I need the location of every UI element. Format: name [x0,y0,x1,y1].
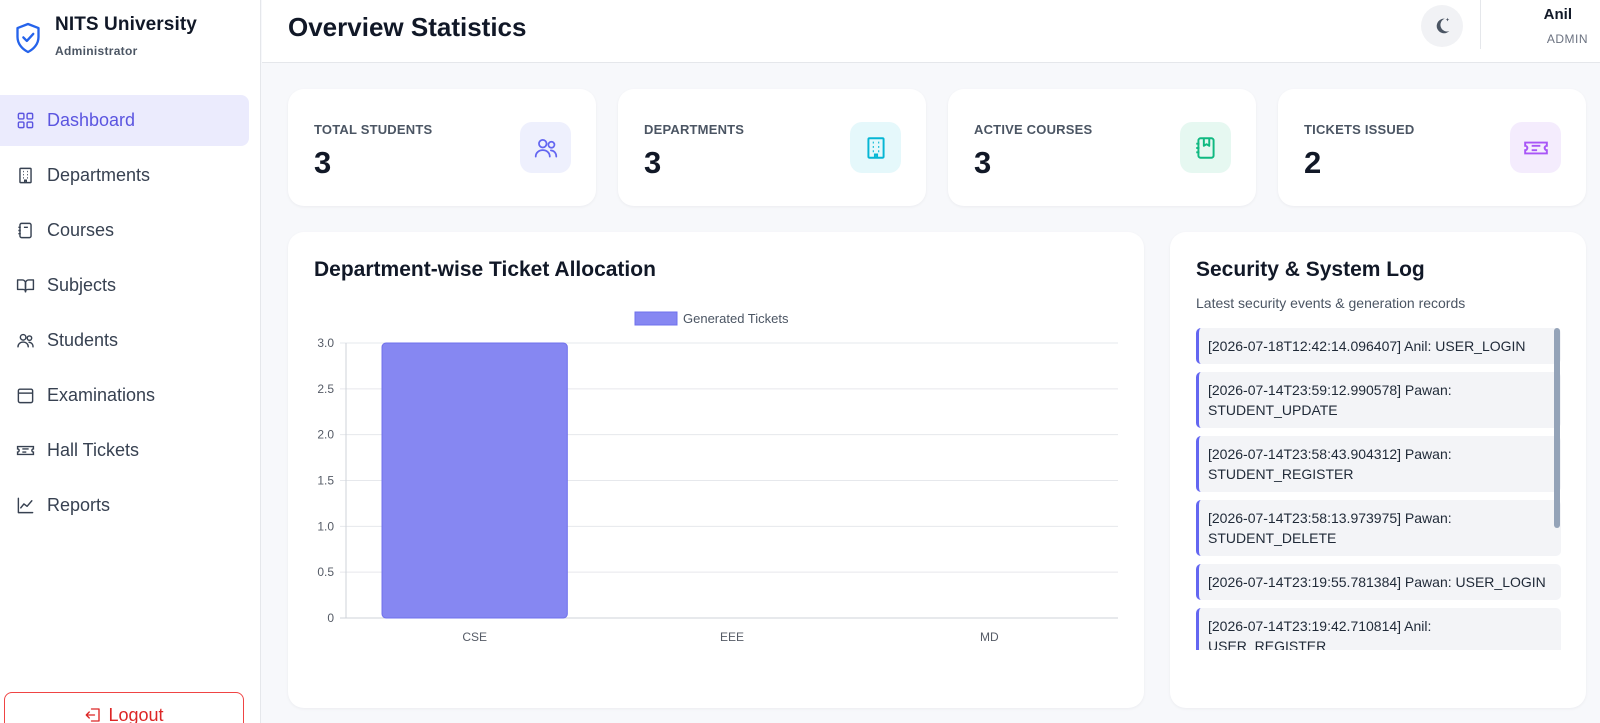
stat-label: DEPARTMENTS [644,122,745,137]
stat-card-tickets-issued: TICKETS ISSUED 2 [1278,89,1586,206]
ticket-allocation-panel: Department-wise Ticket Allocation 0 0.5 1.… [288,232,1144,708]
stat-label: TICKETS ISSUED [1304,122,1415,137]
brand-role: Administrator [55,44,138,58]
y-tick-label: 0 [327,611,334,625]
page-title: Overview Statistics [288,12,527,42]
stat-value: 2 [1304,145,1322,180]
y-tick-label: 0.5 [317,565,334,579]
sidebar-item-students[interactable]: Students [0,315,249,366]
log-list[interactable]: [2026-07-18T12:42:14.096407] Anil: USER_… [1196,328,1561,650]
stat-icon-box [1180,122,1231,173]
stat-icon-box [850,122,901,173]
stat-value: 3 [314,145,332,180]
grid-icon [17,112,34,129]
log-subtitle: Latest security events & generation reco… [1196,295,1466,311]
sidebar-item-label: Students [47,330,119,350]
topbar: Overview Statistics Anil ADMIN [262,0,1600,63]
notebook-icon [18,222,32,239]
legend-swatch [634,311,678,326]
legend-label: Generated Tickets [683,311,789,326]
user-role: ADMIN [1546,32,1588,46]
notebook-icon [1195,136,1215,159]
chart-title: Department-wise Ticket Allocation [314,258,656,281]
sidebar-item-reports[interactable]: Reports [0,480,249,531]
sidebar-item-label: Subjects [47,275,117,295]
stat-value: 3 [644,145,662,180]
x-tick-label: MD [980,630,999,644]
log-entry: [2026-07-14T23:58:43.904312] Pawan: STUD… [1196,436,1561,492]
sidebar-item-label: Reports [47,495,111,515]
sidebar-item-departments[interactable]: Departments [0,150,249,201]
theme-toggle-button[interactable] [1421,5,1463,47]
log-title: Security & System Log [1196,258,1425,281]
x-tick-label: CSE [462,630,487,644]
log-entry: [2026-07-14T23:19:55.781384] Pawan: USER… [1196,564,1561,600]
sidebar-item-examinations[interactable]: Examinations [0,370,249,421]
x-tick-label: EEE [720,630,744,644]
stat-card-departments: DEPARTMENTS 3 [618,89,926,206]
book-open-icon [16,279,35,293]
ticket-icon [16,445,35,456]
shield-check-icon [16,22,40,54]
users-icon [534,138,557,158]
moon-icon [1436,17,1450,34]
ticket-allocation-chart: 0 0.5 1.0 1.5 2.0 2.5 3.0 CSE EEE MD Generated Tic… [317,311,1118,644]
trend-chart-icon [17,497,34,514]
sidebar-item-label: Dashboard [47,110,136,130]
sidebar-nav: Dashboard Departments Courses Subjects S… [0,95,249,535]
sidebar-item-label: Departments [47,165,151,185]
sidebar-item-label: Hall Tickets [47,440,140,460]
stat-card-total-students: TOTAL STUDENTS 3 [288,89,596,206]
brand: NITS University Administrator [14,14,197,58]
sidebar-item-subjects[interactable]: Subjects [0,260,249,311]
stat-icon-box [1510,122,1561,173]
building-icon [866,136,885,159]
stat-icon-box [520,122,571,173]
building-icon [19,167,32,184]
sidebar: NITS University Administrator Dashboard … [0,0,261,723]
stat-card-active-courses: ACTIVE COURSES 3 [948,89,1256,206]
y-tick-label: 2.0 [317,428,334,442]
users-icon [17,333,34,348]
brand-name: NITS University [55,14,197,35]
logout-label: Logout [108,705,164,723]
calendar-icon [17,388,34,404]
header-divider [1480,0,1481,49]
ticket-icon [1523,141,1548,154]
sidebar-item-dashboard[interactable]: Dashboard [0,95,249,146]
logout-button[interactable]: Logout [4,692,244,723]
y-tick-label: 1.0 [317,519,334,533]
bar-cse [381,342,568,619]
log-entry: [2026-07-14T23:58:13.973975] Pawan: STUD… [1196,500,1561,556]
y-tick-label: 3.0 [317,336,334,350]
logout-icon [86,708,101,722]
log-entry: [2026-07-14T23:19:42.710814] Anil: USER_… [1196,608,1561,650]
sidebar-item-label: Examinations [47,385,156,405]
log-entry: [2026-07-18T12:42:14.096407] Anil: USER_… [1196,328,1561,364]
user-name: Anil [1543,6,1572,23]
security-log-panel: Security & System Log Latest security ev… [1170,232,1586,708]
sidebar-item-label: Courses [47,220,115,240]
log-scrollbar[interactable] [1554,328,1560,528]
sidebar-item-hall-tickets[interactable]: Hall Tickets [0,425,249,476]
y-tick-label: 2.5 [317,382,334,396]
y-tick-label: 1.5 [317,474,334,488]
stat-label: ACTIVE COURSES [974,122,1093,137]
stat-label: TOTAL STUDENTS [314,122,433,137]
stat-value: 3 [974,145,992,180]
log-entry: [2026-07-14T23:59:12.990578] Pawan: STUD… [1196,372,1561,428]
sidebar-item-courses[interactable]: Courses [0,205,249,256]
